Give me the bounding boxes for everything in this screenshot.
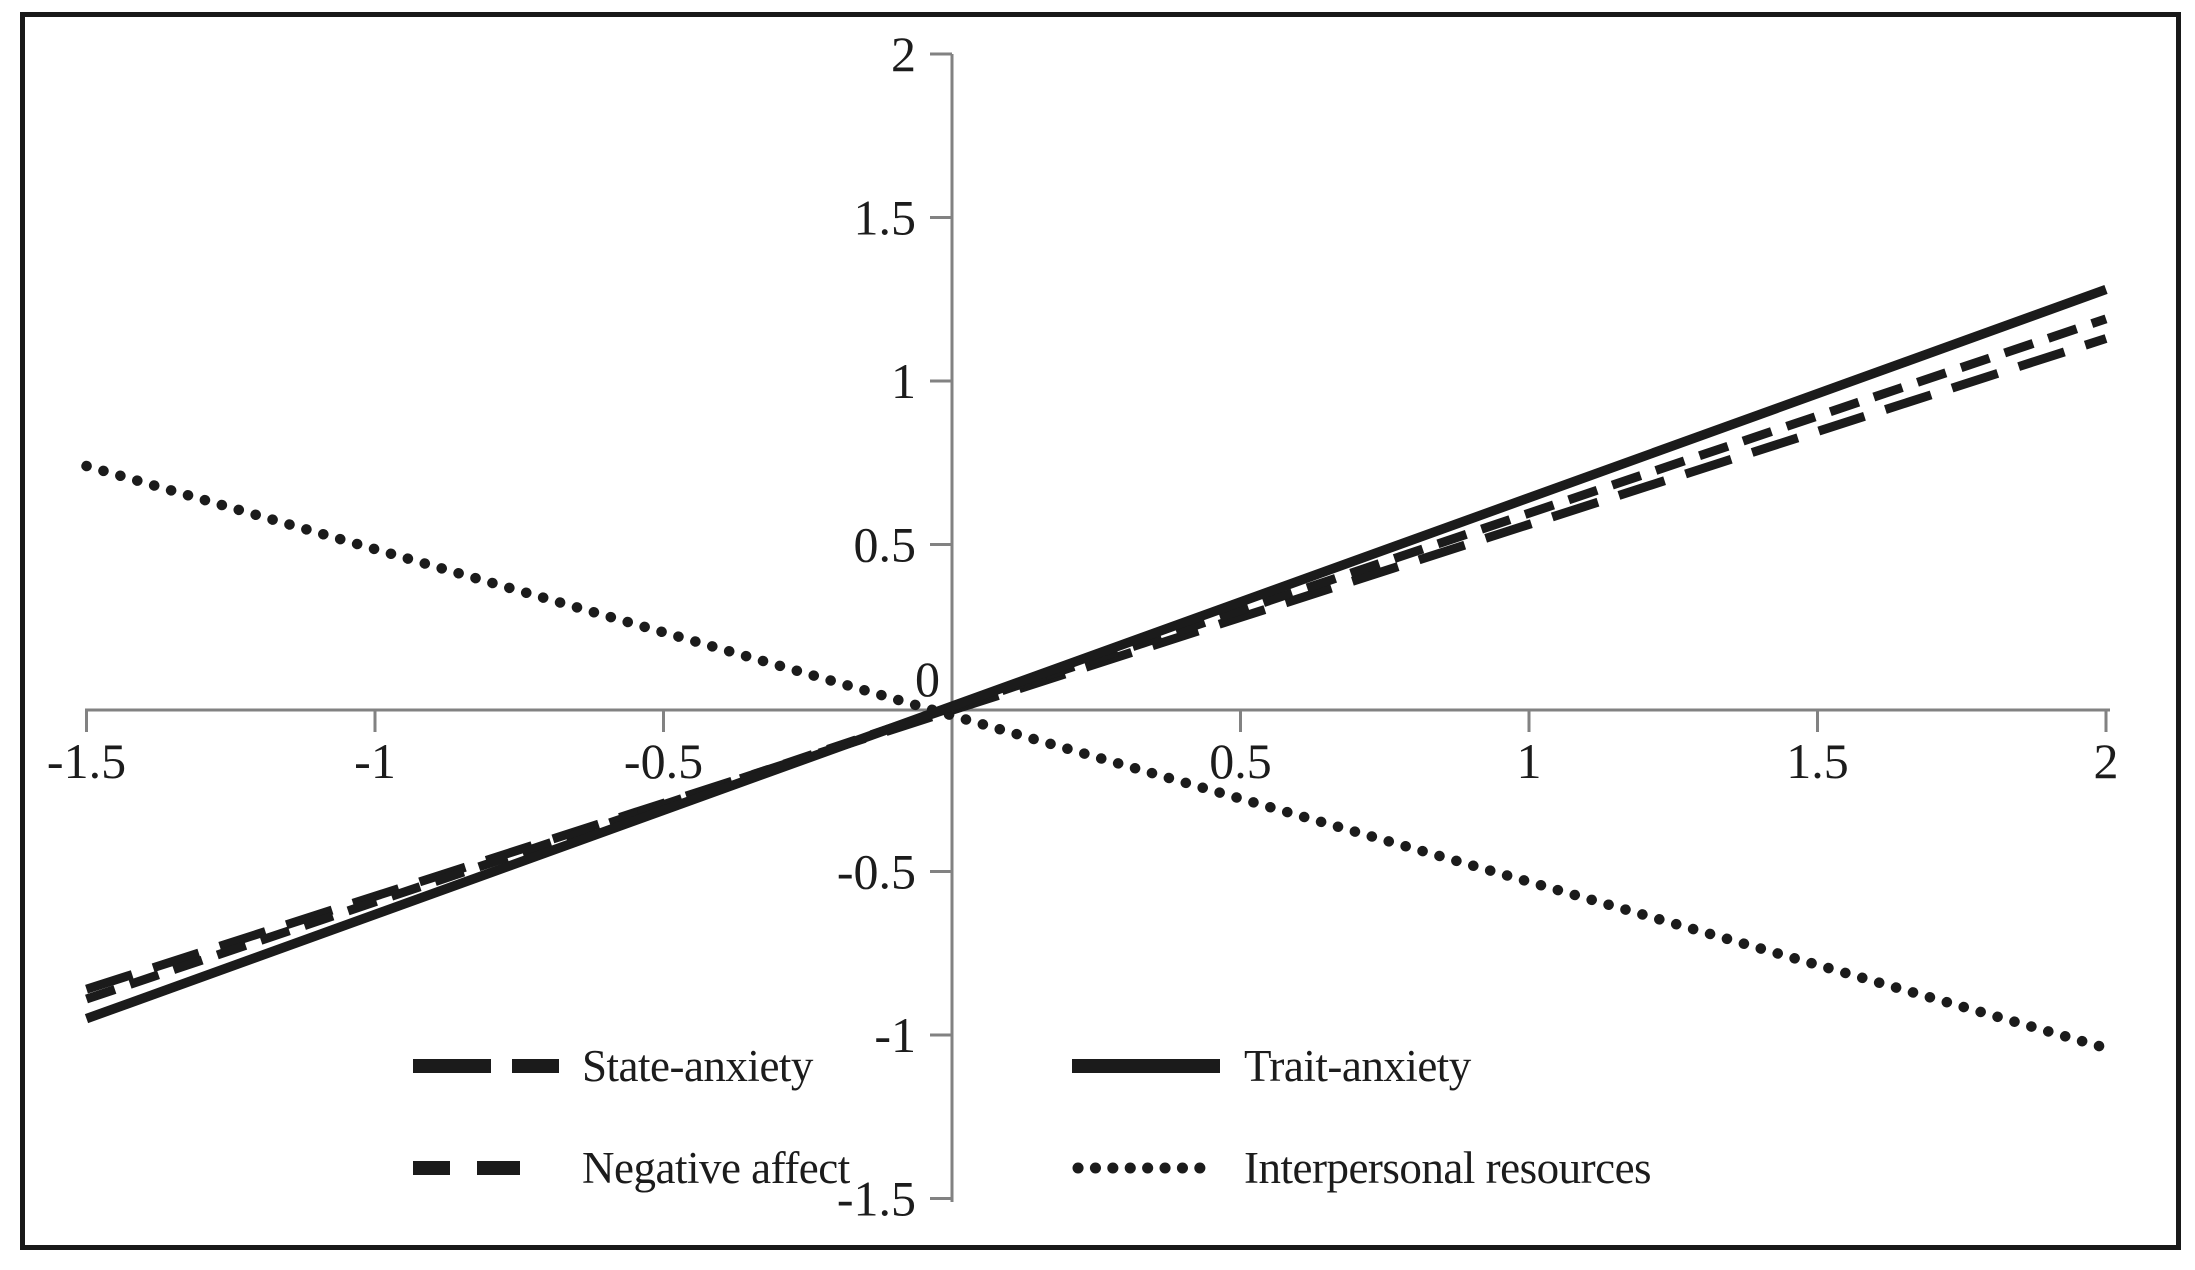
- y-tick-label: 1: [891, 353, 916, 409]
- series-line-interpersonal-resources: [81, 460, 2112, 1054]
- x-tick-label: -1: [354, 733, 396, 789]
- y-tick-label: 2: [891, 26, 916, 82]
- y-tick-label: -0.5: [837, 844, 916, 900]
- x-tick-label: 1.5: [1786, 733, 1849, 789]
- series-line-state-anxiety: [85, 334, 2108, 994]
- x-tick-label: 0.5: [1209, 733, 1272, 789]
- x-tick-label: -0.5: [624, 733, 703, 789]
- origin-label: 0: [915, 651, 940, 707]
- y-tick-label: 1.5: [854, 190, 917, 246]
- figure-frame: [20, 12, 2181, 1250]
- y-tick-label: -1: [874, 1007, 916, 1063]
- x-tick-label: 2: [2094, 733, 2119, 789]
- x-tick-label: 1: [1517, 733, 1542, 789]
- x-tick-label: -1.5: [47, 733, 126, 789]
- y-tick-label: -1.5: [837, 1171, 916, 1227]
- series-line-trait-anxiety: [84, 284, 2108, 1024]
- y-tick-label: 0.5: [854, 517, 917, 573]
